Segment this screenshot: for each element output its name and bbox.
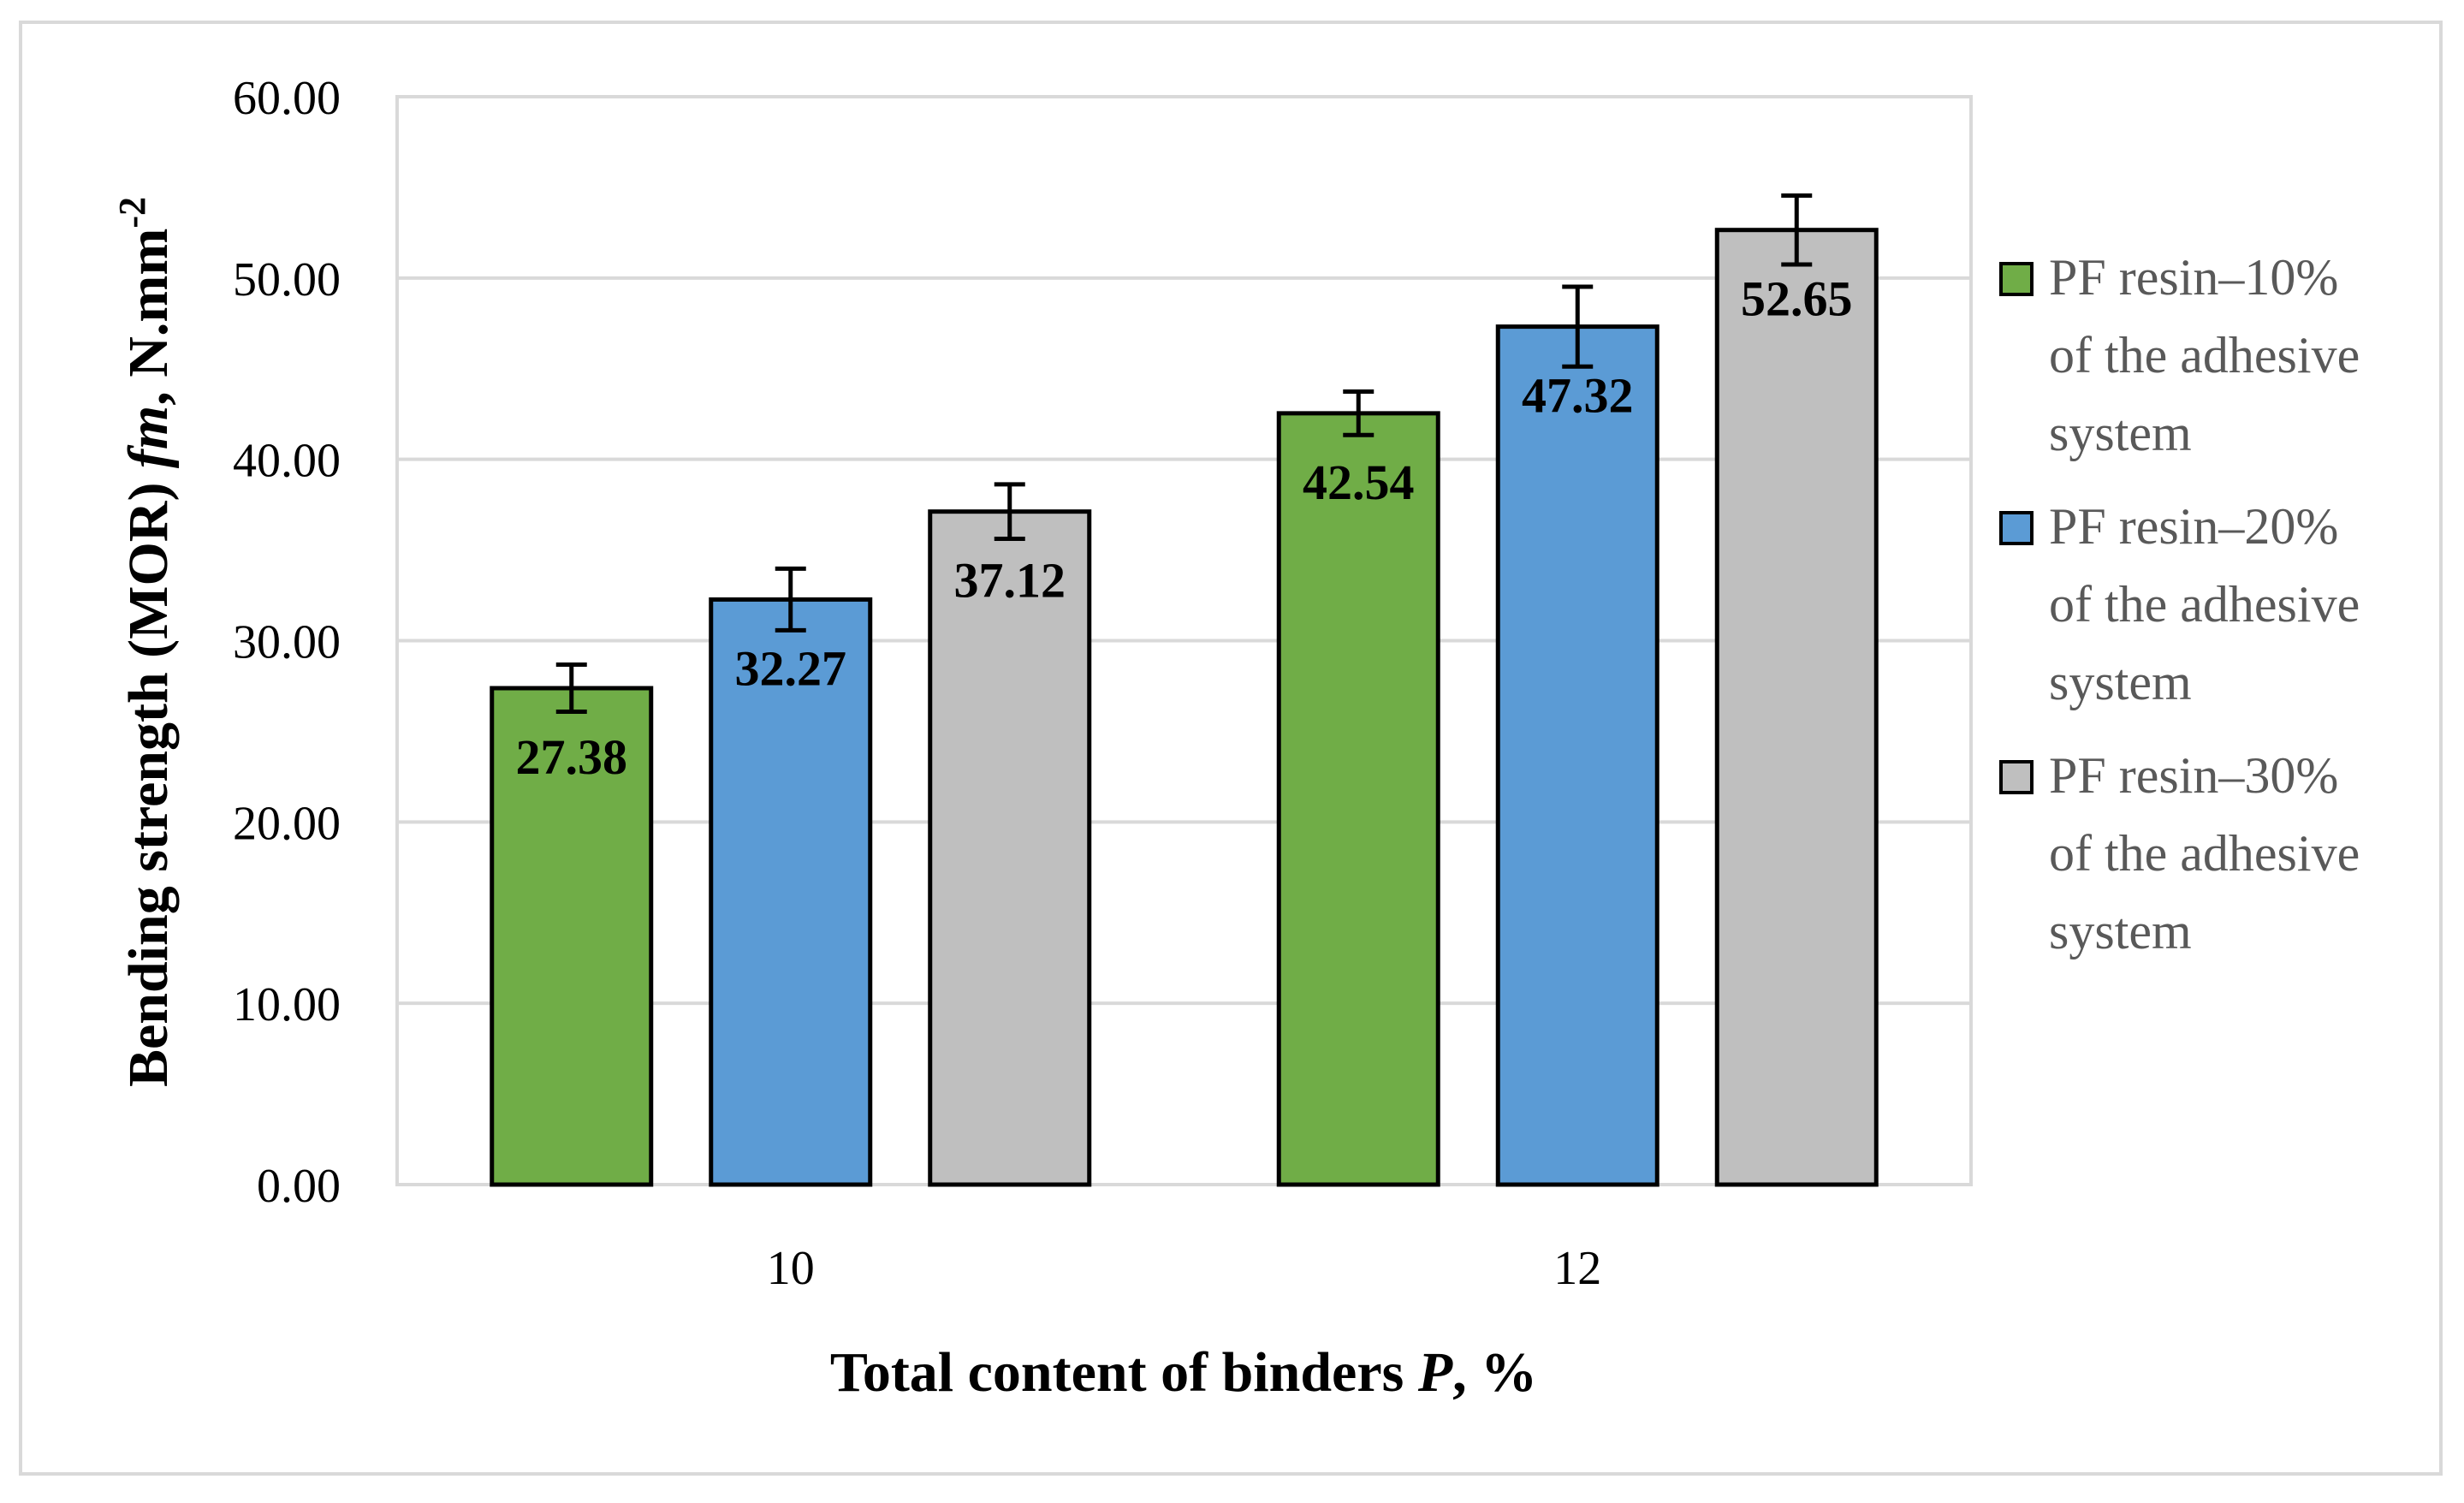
bar-series2-12 (1495, 324, 1659, 1187)
x-axis-title-main: Total content of binders (830, 1341, 1418, 1404)
x-tick-label: 10 (767, 1242, 815, 1295)
data-label: 47.32 (1522, 368, 1634, 424)
y-axis-title-italic: fm (117, 406, 180, 468)
y-tick-label: 40.00 (233, 435, 341, 488)
data-label: 37.12 (954, 553, 1066, 609)
y-axis-title-sup: -2 (111, 197, 153, 229)
bars (490, 228, 1879, 1187)
bar-series1-12 (1276, 411, 1440, 1187)
y-axis-title-unit: , N.mm (117, 229, 180, 406)
bar-series3-10 (928, 509, 1092, 1187)
legend-swatch-3 (1999, 760, 2034, 794)
legend: PF resin–10% of the adhesive system PF resi… (1999, 249, 2360, 959)
y-axis-title: Bending strength (MOR) fm, N.mm-2 (111, 197, 180, 1087)
data-label: 42.54 (1303, 454, 1415, 510)
y-axis-title-main: Bending strength (MOR) (117, 468, 180, 1087)
x-axis-title-unit: , % (1452, 1341, 1537, 1404)
y-tick-label: 0.00 (257, 1160, 341, 1213)
legend-swatch-1 (1999, 262, 2034, 296)
legend-label-1: system (2049, 405, 2192, 461)
y-tick-label: 60.00 (233, 72, 341, 125)
data-label: 27.38 (516, 729, 628, 785)
legend-label-2: of the adhesive (2049, 576, 2360, 633)
y-axis-ticks: 0.00 10.00 20.00 30.00 40.00 50.00 60.00 (233, 72, 341, 1213)
data-labels: 27.38 32.27 37.12 42.54 47.32 52.65 (516, 271, 1853, 785)
x-axis-ticks: 10 12 (767, 1242, 1602, 1295)
y-tick-label: 50.00 (233, 253, 341, 306)
legend-label-1: of the adhesive (2049, 327, 2360, 383)
data-label: 52.65 (1741, 271, 1853, 327)
x-tick-label: 12 (1553, 1242, 1601, 1295)
legend-label-3: system (2049, 903, 2192, 959)
legend-label-2: system (2049, 654, 2192, 710)
y-tick-label: 30.00 (233, 616, 341, 669)
bar-series3-12 (1714, 228, 1879, 1187)
y-tick-label: 10.00 (233, 978, 341, 1031)
x-axis-title-italic: P (1417, 1341, 1453, 1404)
legend-swatch-2 (1999, 511, 2034, 545)
x-axis-title: Total content of binders P, % (830, 1341, 1537, 1404)
legend-label-1: PF resin–10% (2049, 249, 2338, 306)
legend-label-2: PF resin–20% (2049, 498, 2338, 555)
error-bars (555, 193, 1813, 715)
legend-label-3: of the adhesive (2049, 825, 2360, 882)
legend-label-3: PF resin–30% (2049, 747, 2338, 804)
data-label: 32.27 (735, 640, 847, 696)
gridlines (397, 276, 1971, 1006)
y-tick-label: 20.00 (233, 797, 341, 850)
